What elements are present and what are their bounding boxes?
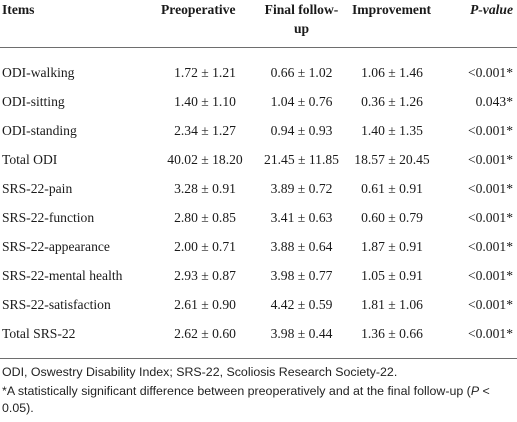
- row-p-value: <0.001*: [467, 297, 513, 312]
- table-row: SRS-22-pain 3.28 ± 0.91 3.89 ± 0.72 0.61 ± …: [0, 174, 517, 203]
- table-header: Items Preoperative Final follow-up Impro…: [0, 0, 517, 48]
- row-final-followup: 3.89 ± 0.72: [270, 181, 333, 196]
- header-improvement: Improvement: [343, 0, 441, 48]
- row-improvement: 1.81 ± 1.06: [361, 297, 423, 312]
- table-body: ODI-walking 1.72 ± 1.21 0.66 ± 1.02 1.06 ± …: [0, 48, 517, 359]
- row-improvement: 0.60 ± 0.79: [361, 210, 423, 225]
- row-p-value: <0.001*: [467, 65, 513, 80]
- header-final-followup: Final follow-up: [260, 0, 343, 48]
- table-row: SRS-22-mental health 2.93 ± 0.87 3.98 ± 0.…: [0, 261, 517, 290]
- row-final-followup: 0.94 ± 0.93: [270, 123, 333, 138]
- row-preoperative: 2.61 ± 0.90: [174, 297, 236, 312]
- significance-note-p: P: [470, 384, 480, 398]
- row-preoperative: 2.80 ± 0.85: [174, 210, 236, 225]
- row-improvement: 1.40 ± 1.35: [361, 123, 423, 138]
- row-improvement: 0.61 ± 0.91: [361, 181, 423, 196]
- row-final-followup: 4.42 ± 0.59: [270, 297, 333, 312]
- row-item-label: SRS-22-function: [2, 210, 95, 225]
- table-row: ODI-walking 1.72 ± 1.21 0.66 ± 1.02 1.06 ± …: [0, 48, 517, 88]
- table-row: SRS-22-appearance 2.00 ± 0.71 3.88 ± 0.64 1…: [0, 232, 517, 261]
- row-improvement: 18.57 ± 20.45: [354, 152, 430, 167]
- row-p-value: 0.043*: [475, 94, 513, 109]
- row-final-followup: 0.66 ± 1.02: [270, 65, 333, 80]
- row-p-value: <0.001*: [467, 210, 513, 225]
- row-item-label: ODI-standing: [2, 123, 77, 138]
- table-footnotes: ODI, Oswestry Disability Index; SRS-22, …: [2, 364, 514, 419]
- row-final-followup: 3.88 ± 0.64: [270, 239, 333, 254]
- row-final-followup: 21.45 ± 11.85: [264, 152, 339, 167]
- row-improvement: 1.87 ± 0.91: [361, 239, 423, 254]
- header-items: Items: [0, 0, 150, 48]
- abbreviations-note: ODI, Oswestry Disability Index; SRS-22, …: [2, 365, 398, 379]
- row-improvement: 0.36 ± 1.26: [361, 94, 423, 109]
- row-p-value: <0.001*: [467, 268, 513, 283]
- row-preoperative: 2.93 ± 0.87: [174, 268, 236, 283]
- row-preoperative: 1.72 ± 1.21: [174, 65, 236, 80]
- row-item-label: ODI-sitting: [2, 94, 65, 109]
- row-improvement: 1.05 ± 0.91: [361, 268, 423, 283]
- table-row: SRS-22-function 2.80 ± 0.85 3.41 ± 0.63 0.6…: [0, 203, 517, 232]
- header-preoperative: Preoperative: [150, 0, 260, 48]
- table-row: Total ODI 40.02 ± 18.20 21.45 ± 11.85 18.57…: [0, 145, 517, 174]
- row-preoperative: 1.40 ± 1.10: [174, 94, 236, 109]
- row-item-label: Total ODI: [2, 152, 58, 167]
- row-p-value: <0.001*: [467, 152, 513, 167]
- row-item-label: SRS-22-appearance: [2, 239, 110, 254]
- row-final-followup: 3.98 ± 0.77: [270, 268, 333, 283]
- table-row: ODI-sitting 1.40 ± 1.10 1.04 ± 0.76 0.36 ± …: [0, 87, 517, 116]
- row-p-value: <0.001*: [467, 181, 513, 196]
- row-preoperative: 2.34 ± 1.27: [174, 123, 236, 138]
- row-item-label: SRS-22-mental health: [2, 268, 123, 283]
- table-row: ODI-standing 2.34 ± 1.27 0.94 ± 0.93 1.40 ±…: [0, 116, 517, 145]
- header-p-value: P-value: [441, 0, 517, 48]
- row-improvement: 1.36 ± 0.66: [343, 319, 441, 359]
- header-row: Items Preoperative Final follow-up Impro…: [0, 0, 517, 48]
- row-final-followup: 3.41 ± 0.63: [270, 210, 333, 225]
- significance-note-suffix: < 0.05).: [2, 384, 490, 415]
- row-preoperative: 40.02 ± 18.20: [167, 152, 243, 167]
- row-preoperative: 2.00 ± 0.71: [174, 239, 236, 254]
- row-final-followup: 1.04 ± 0.76: [270, 94, 333, 109]
- table-row: Total SRS-22 2.62 ± 0.60 3.98 ± 0.44 1.36 ±…: [0, 319, 517, 359]
- table-row: SRS-22-satisfaction 2.61 ± 0.90 4.42 ± 0.5…: [0, 290, 517, 319]
- row-improvement: 1.06 ± 1.46: [361, 65, 423, 80]
- row-item-label: SRS-22-satisfaction: [2, 297, 111, 312]
- significance-note: *A statistically significant difference …: [2, 383, 514, 417]
- row-item-label: ODI-walking: [2, 65, 75, 80]
- row-preoperative: 2.62 ± 0.60: [150, 319, 260, 359]
- row-item-label: SRS-22-pain: [2, 181, 73, 196]
- row-preoperative: 3.28 ± 0.91: [174, 181, 236, 196]
- row-final-followup: 3.98 ± 0.44: [260, 319, 343, 359]
- row-p-value: <0.001*: [467, 239, 513, 254]
- row-item-label: Total SRS-22: [0, 319, 150, 359]
- significance-note-prefix: *A statistically significant difference …: [2, 384, 471, 398]
- row-p-value: <0.001*: [441, 319, 517, 359]
- outcomes-table: Items Preoperative Final follow-up Impro…: [0, 0, 517, 359]
- row-p-value: <0.001*: [467, 123, 513, 138]
